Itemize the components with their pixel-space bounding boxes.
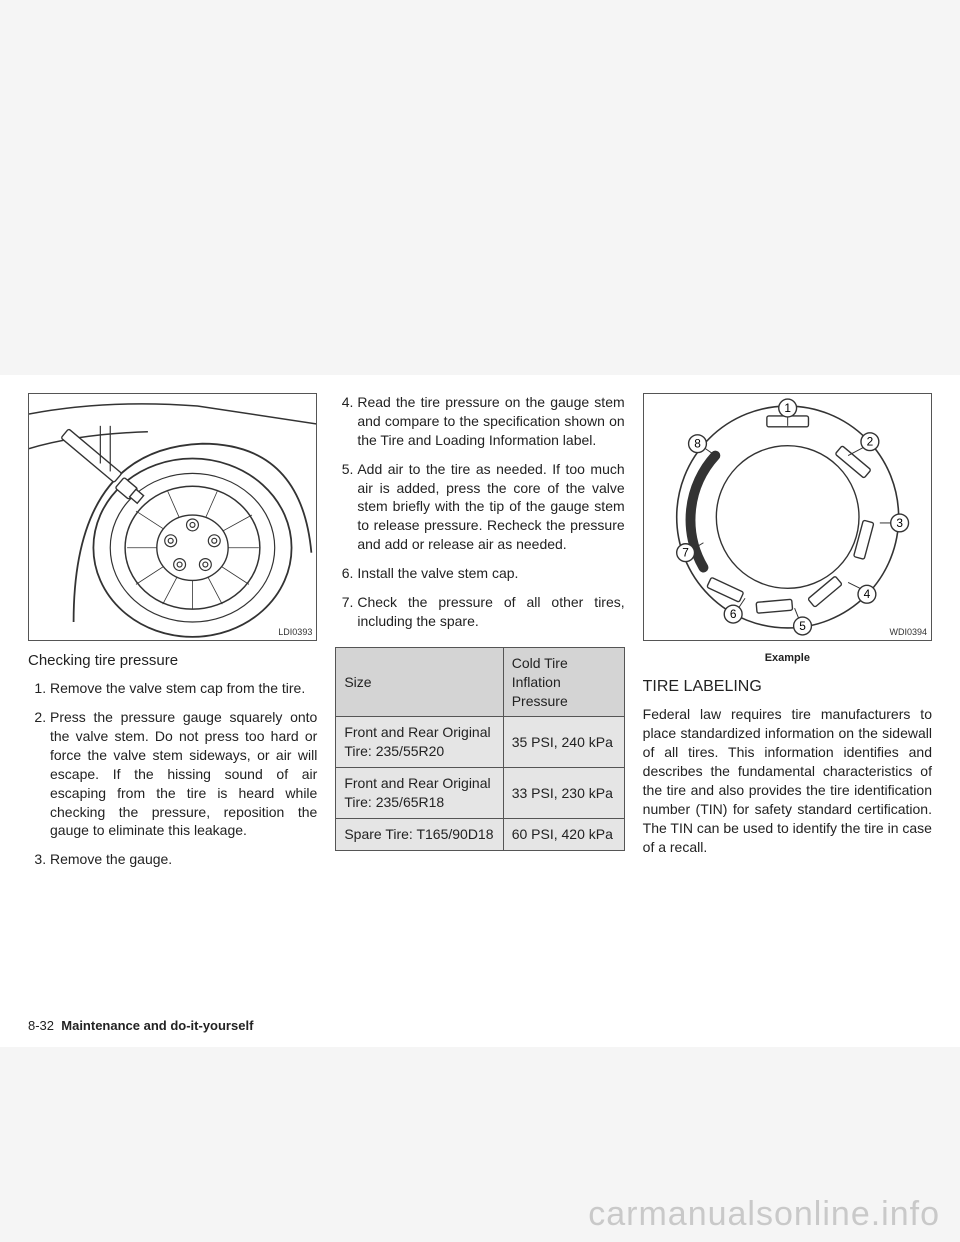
td-size: Front and Rear Original Tire: 235/65R18: [336, 768, 503, 819]
step-7: Check the pressure of all other tires, i…: [357, 593, 624, 631]
td-pressure: 35 PSI, 240 kPa: [503, 717, 624, 768]
column-2: Read the tire pressure on the gauge stem…: [335, 393, 624, 1035]
svg-text:1: 1: [784, 401, 791, 415]
table-row: Spare Tire: T165/90D18 60 PSI, 420 kPa: [336, 819, 624, 851]
tire-labeling-heading: TIRE LABELING: [643, 676, 932, 698]
svg-text:7: 7: [682, 546, 689, 560]
step-2: Press the pressure gauge squarely onto t…: [50, 708, 317, 840]
th-size: Size: [336, 647, 503, 717]
figure-code: LDI0393: [278, 626, 312, 638]
svg-text:3: 3: [896, 516, 903, 530]
table-row: Front and Rear Original Tire: 235/65R18 …: [336, 768, 624, 819]
td-pressure: 60 PSI, 420 kPa: [503, 819, 624, 851]
figure-tire-label: 1 2 3 4 5 6 7 8: [643, 393, 932, 641]
manual-page: LDI0393 Checking tire pressure Remove th…: [0, 375, 960, 1047]
column-1: LDI0393 Checking tire pressure Remove th…: [28, 393, 317, 1035]
page-footer: 8-32 Maintenance and do-it-yourself: [28, 1017, 317, 1035]
step-6: Install the valve stem cap.: [357, 564, 624, 583]
tire-gauge-illustration: [29, 394, 316, 640]
watermark: carmanualsonline.info: [0, 1195, 960, 1234]
svg-text:4: 4: [863, 587, 870, 601]
td-size: Front and Rear Original Tire: 235/55R20: [336, 717, 503, 768]
steps-list-1: Remove the valve stem cap from the tire.…: [28, 679, 317, 879]
step-1: Remove the valve stem cap from the tire.: [50, 679, 317, 698]
th-pressure: Cold Tire Inflation Pressure: [503, 647, 624, 717]
table-row: Front and Rear Original Tire: 235/55R20 …: [336, 717, 624, 768]
td-size: Spare Tire: T165/90D18: [336, 819, 503, 851]
svg-text:5: 5: [799, 619, 806, 633]
svg-text:8: 8: [694, 437, 701, 451]
page-number: 8-32: [28, 1018, 54, 1033]
td-pressure: 33 PSI, 230 kPa: [503, 768, 624, 819]
tire-labeling-body: Federal law requires tire manufacturers …: [643, 705, 932, 856]
tire-pressure-table: Size Cold Tire Inflation Pressure Front …: [335, 647, 624, 851]
steps-list-2: Read the tire pressure on the gauge stem…: [335, 393, 624, 641]
step-4: Read the tire pressure on the gauge stem…: [357, 393, 624, 450]
figure-caption-example: Example: [643, 651, 932, 666]
checking-tire-pressure-heading: Checking tire pressure: [28, 651, 317, 671]
tire-label-illustration: 1 2 3 4 5 6 7 8: [644, 394, 931, 640]
svg-text:2: 2: [866, 435, 873, 449]
step-3: Remove the gauge.: [50, 850, 317, 869]
column-3: 1 2 3 4 5 6 7 8: [643, 393, 932, 1035]
table-header-row: Size Cold Tire Inflation Pressure: [336, 647, 624, 717]
figure-code: WDI0394: [889, 626, 927, 638]
figure-tire-gauge: LDI0393: [28, 393, 317, 641]
step-5: Add air to the tire as needed. If too mu…: [357, 460, 624, 554]
section-title: Maintenance and do-it-yourself: [61, 1018, 253, 1033]
svg-text:6: 6: [730, 607, 737, 621]
